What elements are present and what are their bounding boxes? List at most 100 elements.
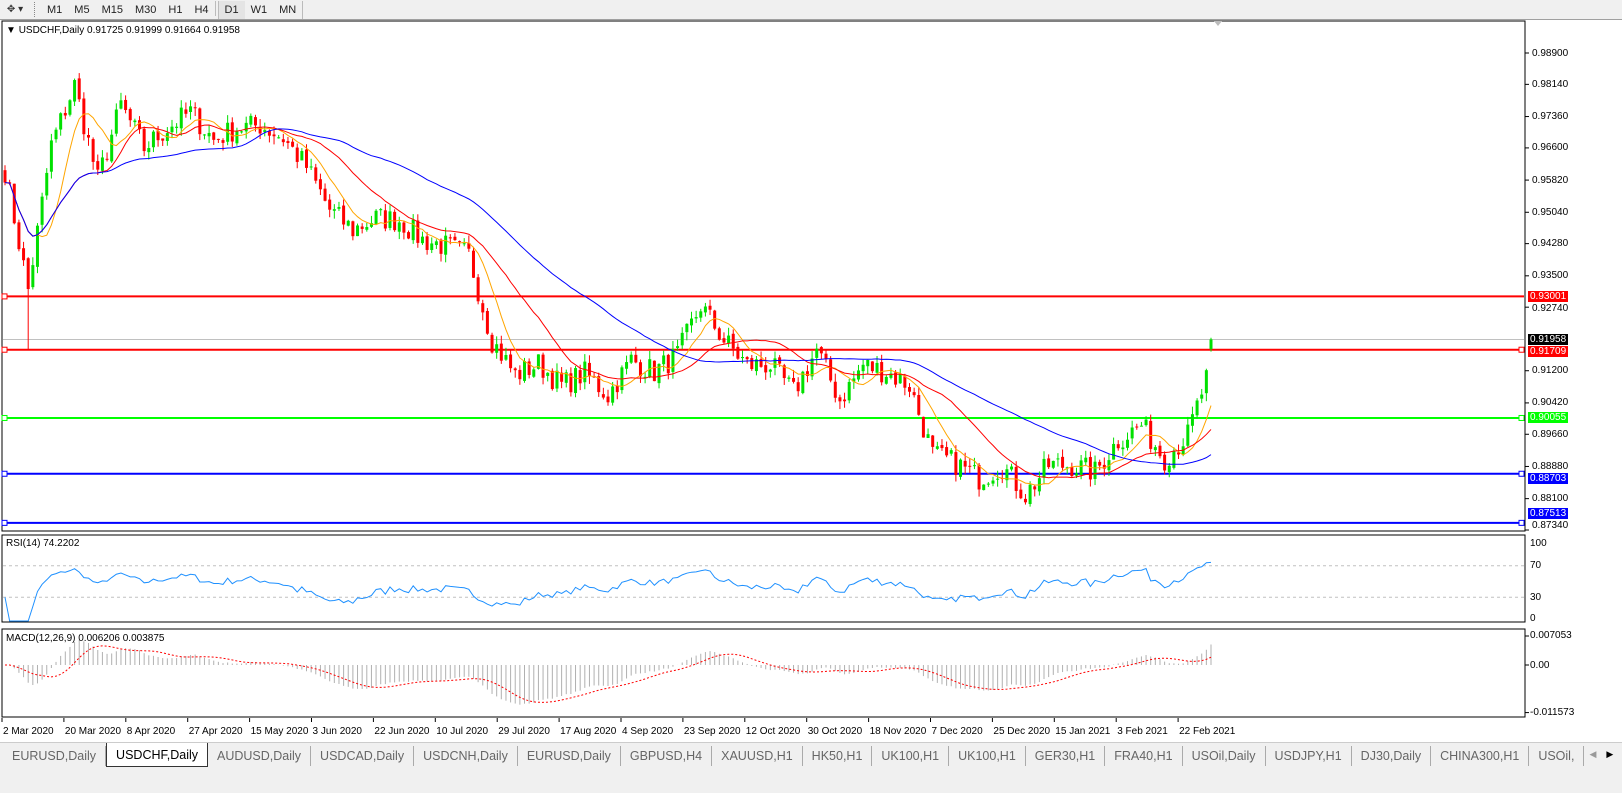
chart-tabs: EURUSD,Daily USDCHF,Daily AUDUSD,Daily USDC… (0, 742, 1622, 768)
tab-usdcad-daily[interactable]: USDCAD,Daily (311, 746, 415, 766)
timeframe-w1[interactable]: W1 (250, 3, 268, 16)
candle-body (1033, 486, 1037, 490)
tab-usdjpy-h1[interactable]: USDJPY,H1 (1266, 746, 1352, 766)
candle-body (499, 343, 503, 361)
candle-body (258, 127, 262, 134)
candle-body (662, 355, 666, 365)
candle (26, 257, 30, 351)
rsi-panel-frame (1, 534, 1526, 623)
candle (1093, 455, 1097, 486)
candle (124, 95, 128, 114)
date-label: 8 Apr 2020 (126, 726, 176, 737)
candle-body (272, 134, 276, 137)
tab-usdchf-daily[interactable]: USDCHF,Daily (106, 743, 208, 767)
candle (1084, 450, 1088, 467)
tab-usdcnh-daily[interactable]: USDCNH,Daily (414, 746, 518, 766)
candle (59, 112, 63, 136)
candle-body (495, 344, 499, 353)
candle (179, 100, 183, 136)
macd-scale-label: -0.011573 (1530, 707, 1575, 718)
candle-body (689, 318, 693, 326)
tab-hk50-h1[interactable]: HK50,H1 (803, 746, 873, 766)
timeframe-m1[interactable]: M1 (47, 3, 63, 16)
tab-scroll-right-icon[interactable]: ▶ (1606, 749, 1614, 759)
candle (207, 125, 211, 143)
timeframe-d1[interactable]: D1 (217, 0, 245, 19)
candle (161, 138, 165, 146)
candle-body (305, 149, 308, 168)
date-label: 18 Nov 2020 (869, 726, 927, 737)
toolbar-grip (34, 2, 37, 17)
candle (606, 389, 610, 406)
candle-body (717, 328, 721, 340)
candle-body (1153, 447, 1157, 451)
tab-usoil-[interactable]: USOil, (1529, 746, 1585, 766)
timeframe-h1[interactable]: H1 (168, 3, 183, 16)
candle (838, 394, 842, 410)
chart-title: ▼ USDCHF,Daily 0.91725 0.91999 0.91664 0… (6, 25, 240, 36)
candle (86, 128, 90, 146)
candle-body (1121, 447, 1125, 450)
candle-body (917, 395, 921, 415)
candles (3, 73, 1213, 507)
candle (1005, 464, 1009, 488)
candle-body (991, 480, 995, 484)
candle (383, 204, 387, 232)
timeframe-mn[interactable]: MN (279, 3, 297, 16)
level-price-tag: 0.87513 (1528, 508, 1568, 519)
tab-scroll-left-icon[interactable]: ◀ (1589, 749, 1597, 759)
candle-body (810, 358, 814, 377)
candle (880, 354, 884, 386)
candle (1023, 494, 1027, 505)
candle (750, 354, 754, 371)
candle-body (601, 394, 605, 398)
tab-ger30-h1[interactable]: GER30,H1 (1026, 746, 1106, 766)
tab-audusd-daily[interactable]: AUDUSD,Daily (208, 746, 312, 766)
level-handle-left (1, 293, 8, 300)
candle (629, 351, 633, 364)
candle-body (986, 483, 990, 485)
timeframe-m15[interactable]: M15 (101, 3, 123, 16)
candle (1042, 451, 1046, 485)
candle (1163, 451, 1167, 475)
timeframe-h4[interactable]: H4 (194, 3, 209, 16)
current-price-tag: 0.91958 (1528, 334, 1568, 345)
crosshair-dropdown-icon[interactable]: ✥ ▾ (6, 4, 24, 15)
chart-canvas[interactable] (0, 0, 1622, 742)
candle (768, 368, 772, 378)
candle (151, 130, 155, 153)
candle-body (509, 354, 513, 369)
candle (40, 192, 44, 233)
tab-uk100-h1[interactable]: UK100,H1 (872, 746, 950, 766)
tab-fra40-h1[interactable]: FRA40,H1 (1105, 746, 1183, 766)
tab-gbpusd-h4[interactable]: GBPUSD,H4 (621, 746, 713, 766)
candle-body (1023, 498, 1027, 503)
main-chart-frame (1, 20, 1526, 532)
candle (68, 99, 72, 117)
tab-dj30-daily[interactable]: DJ30,Daily (1352, 746, 1432, 766)
date-label: 29 Jul 2020 (498, 726, 550, 737)
tab-xauusd-h1[interactable]: XAUUSD,H1 (712, 746, 803, 766)
tab-eurusd-daily[interactable]: EURUSD,Daily (3, 746, 107, 766)
level-handle-right (1518, 346, 1525, 353)
candle-body (954, 452, 958, 475)
candle-body (1079, 460, 1083, 475)
timeframe-m5[interactable]: M5 (74, 3, 90, 16)
candle-body (982, 484, 986, 491)
candle-body (212, 132, 216, 140)
tab-uk100-h1[interactable]: UK100,H1 (949, 746, 1026, 766)
candle (518, 365, 522, 385)
timeframe-m30[interactable]: M30 (134, 3, 157, 16)
candle-body (318, 179, 322, 190)
candle (843, 392, 847, 408)
candle-body (884, 376, 888, 384)
candle (824, 350, 828, 363)
tab-china300-h1[interactable]: CHINA300,H1 (1431, 746, 1530, 766)
collapse-triangle-icon[interactable]: ▼ (6, 25, 19, 36)
candle (77, 73, 81, 102)
candle-body (931, 435, 935, 447)
tab-eurusd-daily[interactable]: EURUSD,Daily (518, 746, 621, 766)
candle-body (1190, 414, 1194, 426)
candle-body (346, 220, 350, 226)
tab-usoil-daily[interactable]: USOil,Daily (1183, 746, 1266, 766)
